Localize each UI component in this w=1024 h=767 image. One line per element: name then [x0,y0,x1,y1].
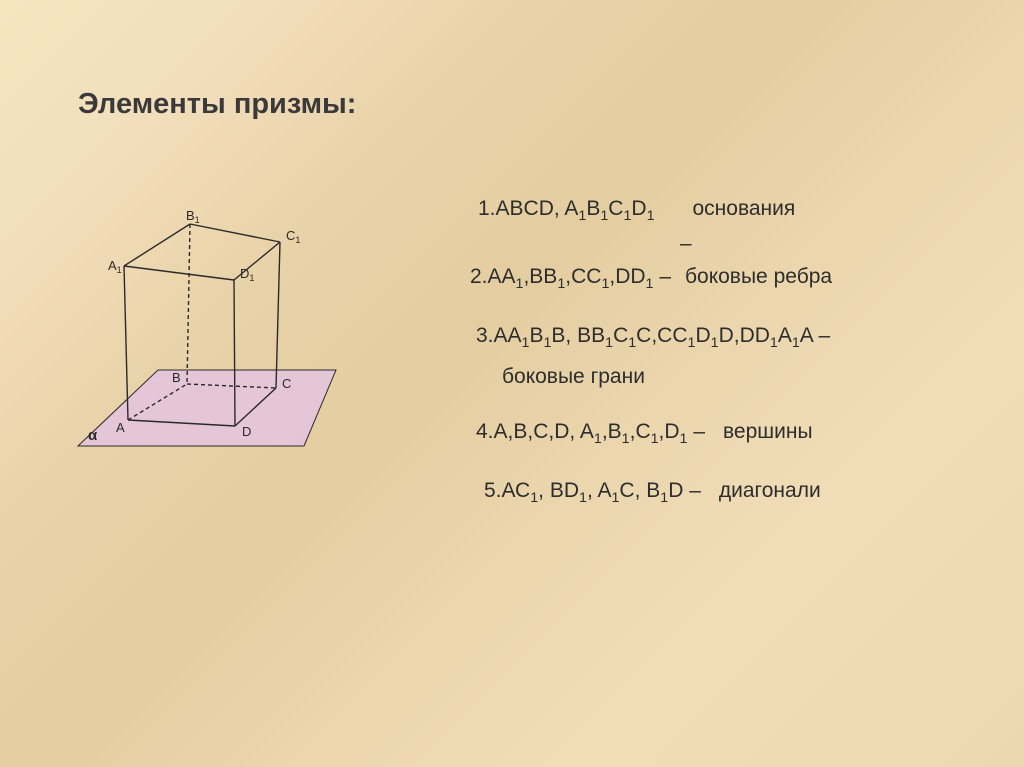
item-bases: 1.ABCD, A1B1C1D1 основания [478,195,990,226]
item-diagonals: 5.АС1, BD1, A1C, B1D – диагонали [484,477,990,508]
item-4-label: 4.А,В,С,D, A1,B1,C1,D1 – [476,418,705,449]
slide-title: Элементы призмы: [78,88,356,121]
svg-text:B1: B1 [186,210,200,225]
item-1-label: 1.ABCD, A1B1C1D1 [478,195,655,226]
item-5-desc: диагонали [719,477,821,504]
item-5-label: 5.АС1, BD1, A1C, B1D – [484,477,701,508]
svg-text:B: B [172,370,181,385]
svg-text:C: C [282,376,291,391]
svg-text:A: A [116,420,125,435]
prism-diagram: A1 B1 C1 D1 A B C D α [72,210,342,460]
item-1-dash: – [680,230,1024,257]
elements-list: 1.ABCD, A1B1C1D1 основания – 2.АА1,ВВ1,С… [470,195,990,535]
svg-text:A1: A1 [108,258,122,275]
item-4-desc: вершины [723,418,813,445]
item-1-desc: основания [693,195,796,222]
item-2-label: 2.АА1,ВВ1,СС1,DD1 – [470,263,671,294]
item-vertices: 4.А,В,С,D, A1,B1,C1,D1 – вершины [476,418,990,449]
item-edges: 2.АА1,ВВ1,СС1,DD1 – боковые ребра [470,263,990,294]
item-2-desc: боковые ребра [685,263,832,290]
svg-text:C1: C1 [286,228,300,245]
svg-text:D: D [242,424,251,439]
item-3-label: 3.АА1В1В, ВВ1С1С,СС1D1D,DD1A1A – [476,324,830,347]
svg-text:α: α [88,427,98,444]
item-3-desc: боковые грани [502,363,990,390]
svg-text:D1: D1 [240,266,254,283]
item-faces: 3.АА1В1В, ВВ1С1С,СС1D1D,DD1A1A – боковые… [476,322,990,390]
